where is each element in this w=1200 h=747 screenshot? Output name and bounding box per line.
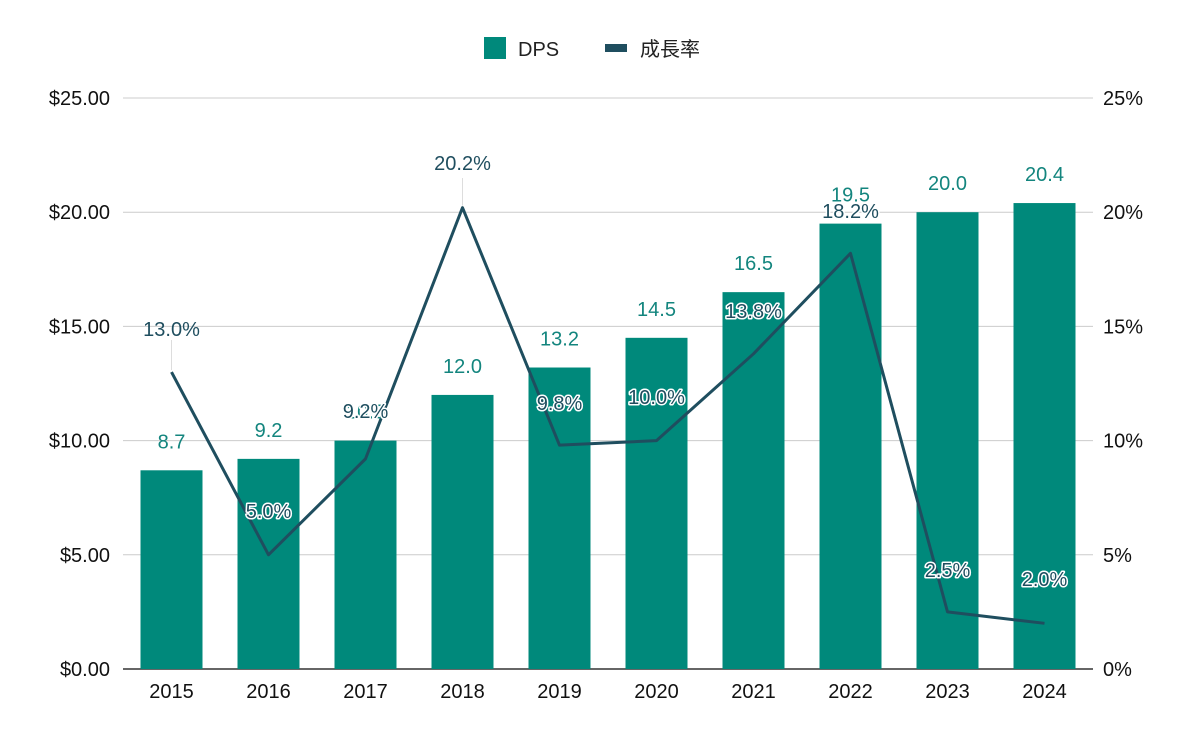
left-y-tick-label: $15.00 bbox=[49, 316, 110, 338]
bar-data-label: 16.5 bbox=[734, 253, 773, 275]
line-data-label: 9.2% bbox=[343, 401, 389, 423]
bar-data-label: 20.4 bbox=[1025, 164, 1064, 186]
x-tick-label: 2017 bbox=[343, 681, 388, 703]
x-tick-label: 2021 bbox=[731, 681, 776, 703]
x-tick-label: 2018 bbox=[440, 681, 485, 703]
bar-data-label: 12.0 bbox=[443, 356, 482, 378]
line-data-label: 13.8% bbox=[725, 301, 782, 323]
bar-data-label: 13.2 bbox=[540, 329, 579, 351]
right-y-tick-label: 25% bbox=[1103, 88, 1143, 110]
right-y-tick-label: 5% bbox=[1103, 545, 1132, 567]
bar-dps bbox=[625, 337, 688, 669]
left-y-tick-label: $5.00 bbox=[60, 545, 110, 567]
bar-dps bbox=[1013, 203, 1076, 669]
bar-data-label: 9.2 bbox=[255, 420, 283, 442]
x-tick-label: 2020 bbox=[634, 681, 679, 703]
line-series-growth bbox=[170, 178, 1045, 625]
left-y-tick-label: $10.00 bbox=[49, 431, 110, 453]
bar-data-label: 14.5 bbox=[637, 299, 676, 321]
x-tick-label: 2024 bbox=[1022, 681, 1067, 703]
x-tick-label: 2023 bbox=[925, 681, 970, 703]
line-data-label: 20.2% bbox=[434, 153, 491, 175]
bar-data-label: 20.0 bbox=[928, 173, 967, 195]
line-data-label: 2.0% bbox=[1022, 569, 1068, 591]
legend-label-dps: DPS bbox=[518, 39, 559, 61]
legend: DPS 成長率 bbox=[484, 37, 700, 61]
line-growth-rate bbox=[170, 206, 1045, 625]
axes: $0.00 0% $5.00 5% $10.00 10% $15.00 15% $20.00 20… bbox=[49, 88, 1143, 703]
right-y-tick-label: 15% bbox=[1103, 316, 1143, 338]
right-y-tick-label: 20% bbox=[1103, 202, 1143, 224]
bar-dps bbox=[431, 394, 494, 669]
legend-label-growth: 成長率 bbox=[640, 38, 700, 61]
line-data-label: 13.0% bbox=[143, 319, 200, 341]
bar-dps bbox=[140, 470, 203, 669]
x-tick-label: 2019 bbox=[537, 681, 582, 703]
line-data-label: 9.8% bbox=[537, 393, 583, 415]
line-data-label: 2.5% bbox=[925, 560, 971, 582]
bar-data-label: 19.5 bbox=[831, 185, 870, 207]
bar-data-label: 8.7 bbox=[158, 431, 186, 453]
bar-series-dps bbox=[140, 203, 1076, 669]
line-data-label: 5.0% bbox=[246, 501, 292, 523]
bar-dps bbox=[819, 223, 882, 669]
bar-dps bbox=[334, 440, 397, 669]
left-y-tick-label: $20.00 bbox=[49, 202, 110, 224]
line-data-label: 18.2% bbox=[822, 201, 879, 223]
data-labels: 8.7 9.2 10.0 12.0 13.2 14.5 16.5 19.5 20.0 20.4 13… bbox=[143, 153, 1069, 593]
x-tick-label: 2016 bbox=[246, 681, 291, 703]
left-y-tick-label: $25.00 bbox=[49, 88, 110, 110]
x-tick-label: 2015 bbox=[149, 681, 194, 703]
bar-data-label: 10.0 bbox=[346, 402, 385, 424]
left-y-tick-label: $0.00 bbox=[60, 659, 110, 681]
right-y-tick-label: 0% bbox=[1103, 659, 1132, 681]
legend-swatch-growth bbox=[605, 44, 627, 52]
legend-swatch-dps bbox=[484, 37, 506, 59]
bar-dps bbox=[722, 292, 785, 669]
bar-dps bbox=[916, 212, 979, 669]
line-data-label: 10.0% bbox=[628, 387, 685, 409]
bar-dps bbox=[237, 458, 300, 669]
x-tick-label: 2022 bbox=[828, 681, 873, 703]
right-y-tick-label: 10% bbox=[1103, 431, 1143, 453]
bar-dps bbox=[528, 367, 591, 669]
